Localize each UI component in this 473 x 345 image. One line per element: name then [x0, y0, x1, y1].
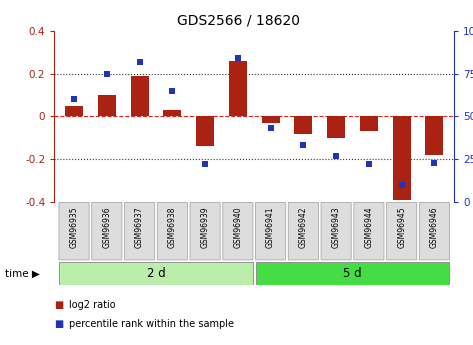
Text: percentile rank within the sample: percentile rank within the sample — [69, 319, 234, 328]
Text: GSM96937: GSM96937 — [135, 207, 144, 248]
Point — [103, 71, 111, 77]
Text: GSM96946: GSM96946 — [430, 207, 439, 248]
Bar — [196, 117, 214, 146]
FancyBboxPatch shape — [386, 203, 417, 260]
Point — [136, 59, 143, 65]
Point — [201, 161, 209, 167]
FancyBboxPatch shape — [289, 203, 318, 260]
FancyBboxPatch shape — [190, 203, 220, 260]
Text: log2 ratio: log2 ratio — [69, 300, 115, 310]
Text: GSM96939: GSM96939 — [201, 207, 210, 248]
Text: GSM96942: GSM96942 — [299, 207, 308, 248]
Bar — [262, 117, 280, 123]
Text: GSM96943: GSM96943 — [332, 207, 341, 248]
FancyBboxPatch shape — [321, 203, 351, 260]
Point — [398, 182, 405, 188]
Text: time ▶: time ▶ — [5, 268, 40, 278]
Point — [168, 88, 176, 93]
Text: GSM96936: GSM96936 — [102, 207, 111, 248]
Bar — [327, 117, 345, 138]
Text: GSM96944: GSM96944 — [364, 207, 373, 248]
FancyBboxPatch shape — [255, 203, 286, 260]
Point — [234, 56, 242, 61]
FancyBboxPatch shape — [124, 203, 155, 260]
FancyBboxPatch shape — [256, 262, 449, 285]
FancyBboxPatch shape — [59, 262, 253, 285]
FancyBboxPatch shape — [354, 203, 384, 260]
Text: GDS2566 / 18620: GDS2566 / 18620 — [177, 14, 300, 28]
Point — [430, 160, 438, 165]
Bar — [229, 61, 247, 117]
Point — [365, 161, 373, 167]
Bar — [360, 117, 378, 131]
FancyBboxPatch shape — [92, 203, 122, 260]
Point — [299, 143, 307, 148]
Bar — [393, 117, 411, 200]
FancyBboxPatch shape — [157, 203, 187, 260]
Text: GSM96938: GSM96938 — [168, 207, 177, 248]
Point — [267, 126, 274, 131]
Text: ■: ■ — [54, 300, 64, 310]
FancyBboxPatch shape — [59, 203, 89, 260]
Text: GSM96941: GSM96941 — [266, 207, 275, 248]
Bar — [294, 117, 312, 134]
Text: 5 d: 5 d — [343, 267, 362, 280]
Bar — [131, 76, 149, 117]
Bar — [98, 95, 116, 117]
Bar — [163, 110, 181, 117]
FancyBboxPatch shape — [420, 203, 449, 260]
Point — [70, 97, 78, 102]
FancyBboxPatch shape — [223, 203, 253, 260]
Bar — [65, 106, 83, 117]
Text: GSM96940: GSM96940 — [233, 207, 242, 248]
Text: 2 d: 2 d — [147, 267, 166, 280]
Point — [333, 153, 340, 158]
Text: GSM96935: GSM96935 — [70, 207, 79, 248]
Text: ■: ■ — [54, 319, 64, 328]
Text: GSM96945: GSM96945 — [397, 207, 406, 248]
Bar — [425, 117, 443, 155]
